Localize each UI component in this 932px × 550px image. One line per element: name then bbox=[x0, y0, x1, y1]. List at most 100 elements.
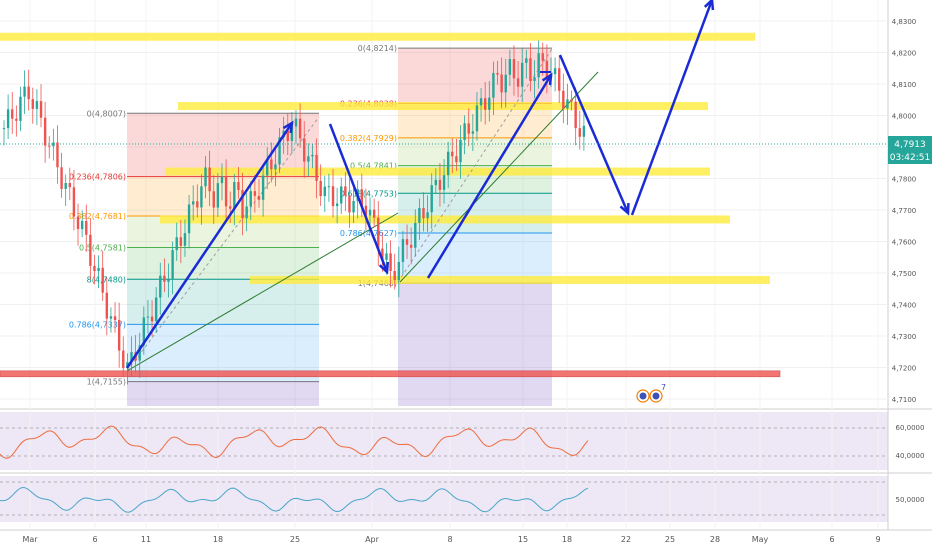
time-tick-label: 8 bbox=[447, 535, 452, 544]
candle-body bbox=[348, 195, 351, 213]
candle-body bbox=[327, 186, 331, 188]
candle-body bbox=[335, 203, 339, 207]
event-badges[interactable]: 7 bbox=[636, 383, 666, 403]
candle-body bbox=[122, 350, 125, 369]
candle-body bbox=[150, 316, 154, 322]
candlesticks bbox=[2, 40, 586, 385]
price-tick-label: 4,8300 bbox=[892, 18, 917, 26]
candle-body bbox=[520, 62, 524, 87]
candle-body bbox=[397, 261, 401, 281]
candle-body bbox=[475, 105, 479, 132]
price-tick-label: 4,7400 bbox=[892, 302, 917, 310]
candle-body bbox=[224, 176, 228, 207]
candle-body bbox=[438, 179, 442, 190]
candle-body bbox=[187, 204, 191, 234]
fib-left-band bbox=[127, 176, 319, 216]
fib-right-extension-band bbox=[398, 283, 552, 406]
bar-countdown: 03:42:51 bbox=[890, 153, 930, 163]
fib-left-band bbox=[127, 279, 319, 325]
fib-left-level-label: 1(4,7155) bbox=[87, 378, 126, 387]
candle-body bbox=[220, 176, 224, 184]
forecast-arrow-line bbox=[426, 74, 553, 279]
fib-right-band bbox=[398, 232, 552, 284]
time-tick-label: 25 bbox=[290, 535, 300, 544]
last-price-box bbox=[888, 136, 932, 164]
candle-body bbox=[409, 244, 413, 248]
candle-body bbox=[286, 130, 289, 141]
fib-left-diagonal bbox=[126, 116, 320, 372]
price-tick-label: 4,7300 bbox=[892, 333, 917, 341]
price-tick-label: 4,7600 bbox=[892, 239, 917, 247]
candle-body bbox=[85, 220, 88, 235]
candle-body bbox=[138, 345, 141, 361]
candle-body bbox=[72, 187, 76, 217]
trend-lines bbox=[126, 48, 599, 372]
candle-body bbox=[364, 205, 368, 216]
fib-left-level-label: 0.786(4,7337) bbox=[69, 320, 126, 329]
fib-right-level-label: 0.5(4,7841) bbox=[350, 162, 397, 171]
candle-body bbox=[303, 138, 306, 162]
time-axis: Mar 6 11 18 25 Apr 8 15 18 22 25 28 May 6 9 bbox=[22, 535, 880, 544]
dividend-icon-inner bbox=[652, 392, 660, 400]
forecast-arrows bbox=[125, 0, 715, 369]
candle-body bbox=[278, 137, 281, 165]
candle-body bbox=[529, 58, 532, 81]
candle-body bbox=[401, 239, 405, 262]
candle-body bbox=[541, 53, 544, 61]
candle-body bbox=[352, 201, 355, 213]
candle-body bbox=[233, 182, 236, 209]
candle-body bbox=[179, 237, 183, 246]
candle-body bbox=[393, 270, 396, 281]
candle-body bbox=[2, 128, 6, 130]
candle-body bbox=[204, 167, 207, 187]
candle-body bbox=[274, 164, 277, 170]
rsi-line bbox=[0, 425, 589, 459]
candle-body bbox=[512, 59, 516, 79]
forecast-arrow-line bbox=[558, 54, 630, 214]
last-price-tag: 4,7913 03:42:51 bbox=[0, 136, 932, 164]
candle-body bbox=[290, 126, 294, 141]
fib-right-band bbox=[398, 48, 552, 104]
candle-body bbox=[467, 123, 470, 134]
candle-body bbox=[463, 123, 466, 140]
fibonacci-retracements: 0(4,8007) 0.236(4,7806) 0.382(4,7681) 0.5(4… bbox=[69, 44, 552, 406]
fib-right-level-label: 0.786(4,7627) bbox=[340, 229, 397, 238]
candle-body bbox=[492, 72, 495, 98]
candle-body bbox=[537, 53, 540, 78]
forecast-arrow-line bbox=[125, 122, 294, 369]
candle-body bbox=[6, 109, 10, 129]
price-tick-label: 4,8100 bbox=[892, 81, 917, 89]
candle-body bbox=[163, 275, 166, 282]
candle-body bbox=[19, 96, 22, 121]
candle-body bbox=[23, 86, 26, 97]
price-tick-label: 4,7700 bbox=[892, 207, 917, 215]
candle-body bbox=[307, 156, 310, 162]
forecast-arrow-line bbox=[630, 0, 714, 216]
forecast-arrow-head bbox=[282, 120, 294, 134]
trend-line-right bbox=[399, 71, 599, 283]
candle-body bbox=[212, 191, 215, 208]
stoch-pane-bg bbox=[0, 476, 888, 522]
candle-body bbox=[558, 68, 561, 91]
candle-body bbox=[553, 68, 557, 75]
candle-body bbox=[171, 250, 174, 279]
rsi-tick-label: 60,0000 bbox=[896, 424, 925, 432]
candle-body bbox=[159, 275, 162, 298]
candle-body bbox=[570, 99, 573, 102]
candle-body bbox=[89, 234, 92, 266]
candle-body bbox=[455, 156, 458, 163]
time-tick-label: 18 bbox=[562, 535, 572, 544]
candle-body bbox=[525, 58, 528, 63]
candle-body bbox=[414, 222, 417, 248]
fib-right-band bbox=[398, 137, 552, 166]
time-tick-label: May bbox=[752, 535, 769, 544]
candle-body bbox=[500, 74, 503, 93]
fib-left-level-label: 0.382(4,7681) bbox=[69, 212, 126, 221]
candle-body bbox=[582, 125, 586, 137]
candle-body bbox=[60, 167, 63, 189]
yellow-zone-7820 bbox=[165, 167, 710, 176]
candle-body bbox=[516, 78, 520, 87]
price-tick-label: 4,7100 bbox=[892, 396, 917, 404]
candle-body bbox=[261, 175, 265, 200]
